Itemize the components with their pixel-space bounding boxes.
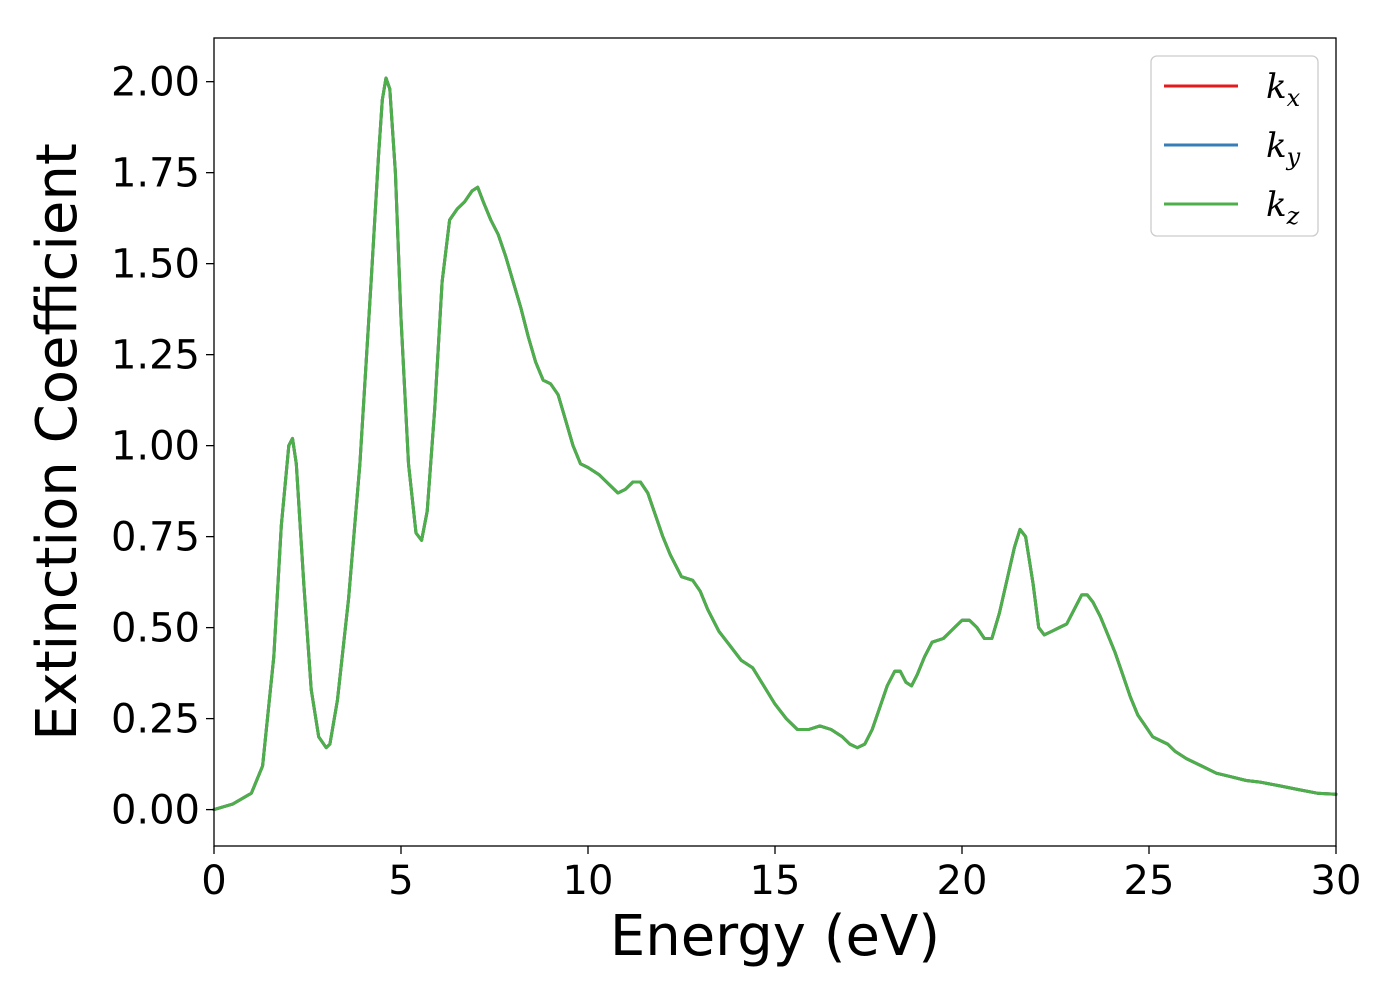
y-axis-ticks: 0.00 0.25 0.50 0.75 1.00 1.25 1.50 1.75 2.00 [111, 60, 214, 834]
x-tick-label: 25 [1124, 858, 1175, 904]
x-tick-label: 5 [388, 858, 413, 904]
x-tick-label: 20 [937, 858, 988, 904]
y-tick-label: 1.75 [111, 151, 200, 197]
legend-label-subscript: x [1287, 84, 1301, 112]
legend-label: ky [1266, 126, 1301, 171]
legend-label: kz [1266, 185, 1300, 230]
y-axis-title: Extinction Coefficient [25, 143, 90, 741]
x-axis-title: Energy (eV) [610, 904, 940, 969]
legend-label-subscript: y [1286, 143, 1301, 171]
series-layer [212, 76, 1338, 812]
x-tick-label: 10 [563, 858, 614, 904]
x-tick-label: 0 [201, 858, 226, 904]
legend-label-main: k [1266, 126, 1287, 166]
x-tick-label: 30 [1311, 858, 1362, 904]
y-tick-label: 0.00 [111, 788, 200, 834]
y-tick-label: 0.75 [111, 515, 200, 561]
x-tick-label: 15 [750, 858, 801, 904]
y-tick-label: 2.00 [111, 60, 200, 106]
legend-label: kx [1266, 67, 1301, 112]
y-tick-label: 1.50 [111, 242, 200, 288]
y-tick-label: 0.25 [111, 697, 200, 743]
y-tick-label: 1.00 [111, 424, 200, 470]
legend-label-subscript: z [1286, 202, 1300, 230]
x-axis-ticks: 0 5 10 15 20 25 30 [201, 846, 1361, 904]
legend-label-main: k [1266, 67, 1287, 107]
legend-label-main: k [1266, 185, 1287, 225]
y-tick-label: 0.50 [111, 606, 200, 652]
y-tick-label: 1.25 [111, 333, 200, 379]
series-line-k-z [212, 76, 1338, 812]
